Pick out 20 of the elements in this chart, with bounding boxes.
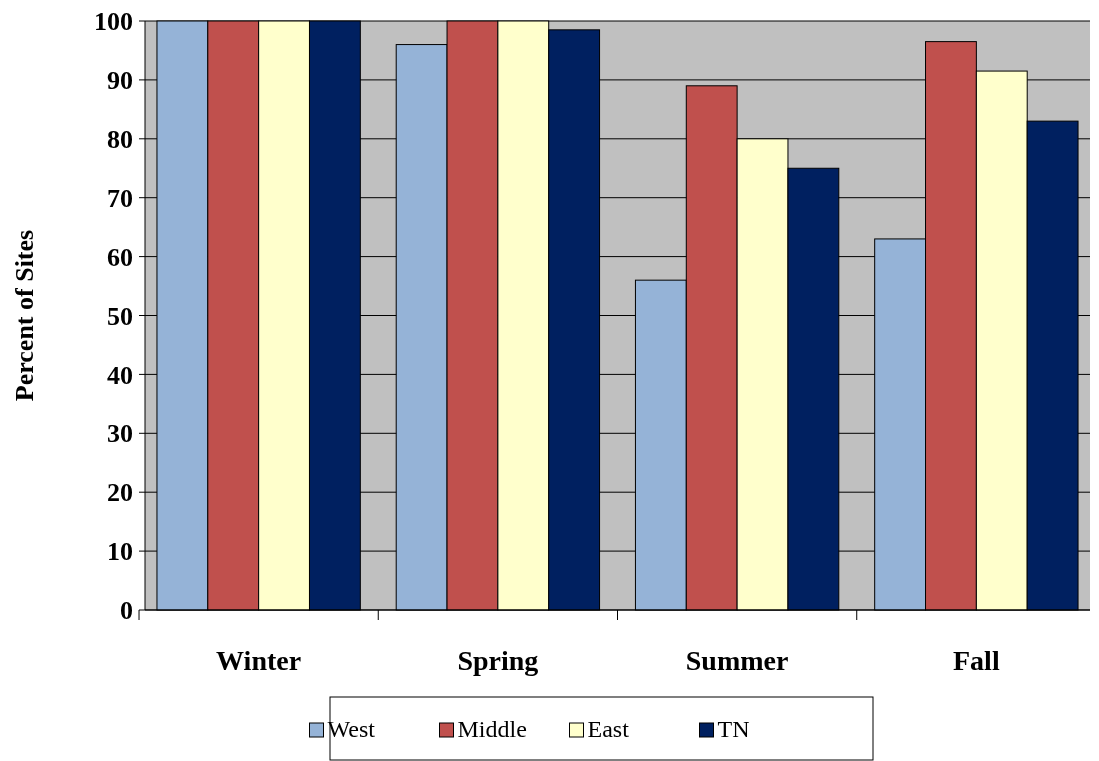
y-tick-label: 80 [107, 124, 133, 154]
y-tick-label: 100 [94, 7, 133, 37]
x-tick-label: Winter [216, 645, 302, 676]
y-tick-label: 90 [107, 66, 133, 95]
y-axis-title: Percent of Sites [10, 229, 39, 402]
x-tick-label: Summer [685, 645, 789, 676]
y-tick-label: 0 [120, 596, 133, 626]
y-tick-label: 60 [107, 242, 133, 272]
legend-label: Middle [457, 716, 527, 742]
x-tick-label: Fall [953, 645, 1000, 676]
legend-label: TN [717, 716, 750, 742]
y-tick-label: 10 [107, 537, 133, 567]
y-tick-label: 20 [107, 478, 133, 508]
y-tick-label: 70 [107, 183, 133, 213]
y-tick-label: 40 [107, 360, 133, 390]
y-tick-label: 50 [107, 301, 133, 331]
legend-label: West [327, 716, 376, 742]
y-tick-label: 30 [107, 419, 133, 449]
legend-label: East [587, 716, 630, 742]
x-tick-label: Spring [457, 645, 539, 676]
